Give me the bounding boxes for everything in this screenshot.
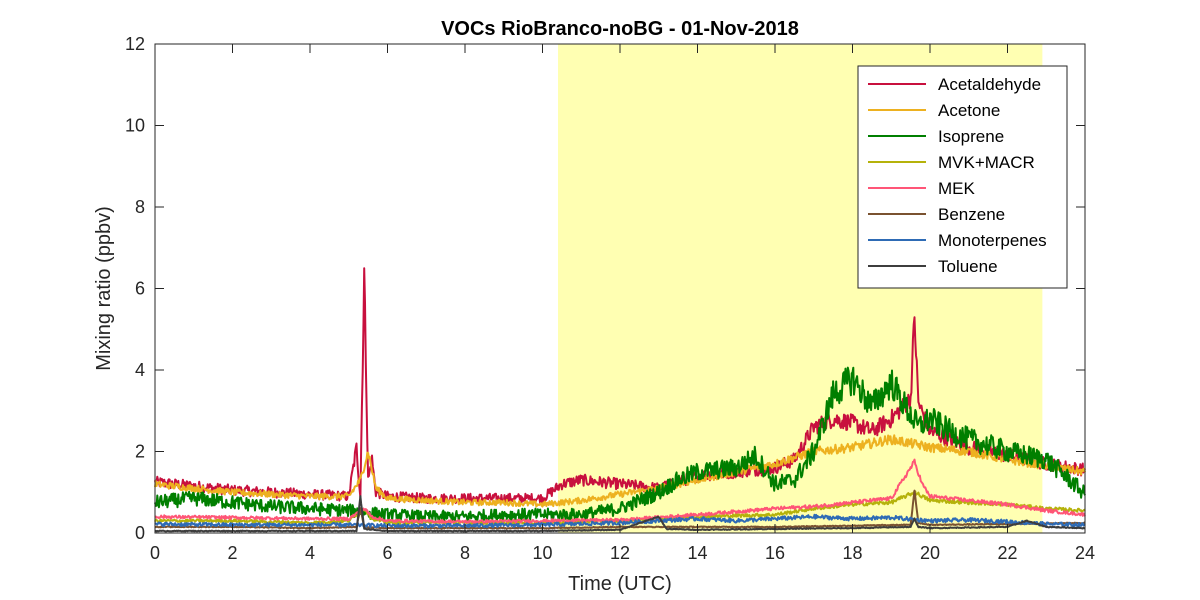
series-line-acetaldehyde (154, 267, 1086, 505)
x-tick-label: 8 (460, 543, 470, 563)
legend-label-isoprene: Isoprene (938, 127, 1004, 146)
x-tick-label: 16 (765, 543, 785, 563)
legend-label-acetone: Acetone (938, 101, 1000, 120)
legend-label-monoterpenes: Monoterpenes (938, 231, 1047, 250)
x-tick-label: 2 (227, 543, 237, 563)
legend-label-toluene: Toluene (938, 257, 998, 276)
x-tick-label: 22 (997, 543, 1017, 563)
legend-label-mek: MEK (938, 179, 976, 198)
x-axis-label: Time (UTC) (568, 573, 672, 595)
y-tick-label: 12 (125, 34, 145, 54)
y-axis-label: Mixing ratio (ppbv) (93, 206, 115, 371)
x-tick-label: 4 (305, 543, 315, 563)
y-tick-label: 0 (135, 523, 145, 543)
y-axis-ticks: 0 2 4 6 8 10 12 (125, 34, 1085, 543)
series-line-isoprene (154, 366, 1086, 524)
x-tick-label: 20 (920, 543, 940, 563)
x-tick-label: 18 (842, 543, 862, 563)
series-line-monoterpenes (154, 513, 1086, 529)
legend-label-benzene: Benzene (938, 205, 1005, 224)
x-tick-label: 0 (150, 543, 160, 563)
legend-label-mvk-macr: MVK+MACR (938, 153, 1035, 172)
legend-box (857, 65, 1068, 289)
legend: Acetaldehyde Acetone Isoprene MVK+MACR MEK Be… (857, 65, 1068, 289)
x-tick-label: 12 (610, 543, 630, 563)
x-tick-label: 14 (687, 543, 707, 563)
legend-label-acetaldehyde: Acetaldehyde (938, 75, 1041, 94)
y-tick-label: 8 (135, 197, 145, 217)
x-axis-ticks: 0 2 4 6 8 10 12 14 16 18 20 22 24 (150, 44, 1095, 563)
chart-title: VOCs RioBranco-noBG - 01-Nov-2018 (441, 18, 799, 40)
series-line-acetone (154, 434, 1086, 508)
y-tick-label: 6 (135, 279, 145, 299)
x-tick-label: 6 (382, 543, 392, 563)
x-tick-label: 10 (532, 543, 552, 563)
y-tick-label: 10 (125, 116, 145, 136)
y-tick-label: 2 (135, 442, 145, 462)
x-tick-label: 24 (1075, 543, 1095, 563)
y-tick-label: 4 (135, 360, 145, 380)
